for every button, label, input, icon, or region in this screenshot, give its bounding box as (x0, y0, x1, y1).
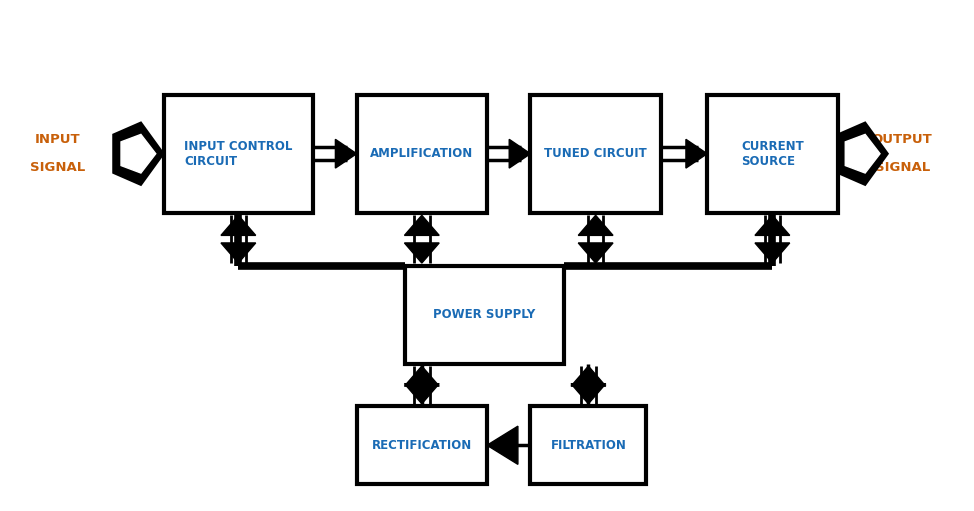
Polygon shape (686, 140, 707, 168)
Bar (405, 266, 564, 363)
Bar (531, 406, 647, 484)
Polygon shape (838, 123, 887, 185)
Polygon shape (404, 384, 439, 404)
Polygon shape (487, 426, 518, 464)
Polygon shape (113, 123, 164, 185)
Bar (356, 406, 487, 484)
Bar (164, 95, 314, 213)
Polygon shape (404, 215, 439, 236)
Polygon shape (755, 243, 790, 263)
Polygon shape (404, 243, 439, 263)
Text: INPUT: INPUT (34, 133, 80, 146)
Bar (707, 95, 838, 213)
Text: OUTPUT: OUTPUT (872, 133, 933, 146)
Bar (356, 95, 487, 213)
Polygon shape (579, 243, 613, 263)
Polygon shape (845, 134, 880, 173)
Text: SIGNAL: SIGNAL (29, 161, 85, 174)
Polygon shape (404, 366, 439, 386)
Polygon shape (571, 384, 606, 404)
Text: INPUT CONTROL
CIRCUIT: INPUT CONTROL CIRCUIT (184, 140, 292, 168)
Text: FILTRATION: FILTRATION (550, 439, 626, 452)
Polygon shape (221, 243, 256, 263)
Text: TUNED CIRCUIT: TUNED CIRCUIT (544, 147, 647, 160)
Text: AMPLIFICATION: AMPLIFICATION (370, 147, 473, 160)
Polygon shape (221, 215, 256, 236)
Polygon shape (335, 140, 356, 168)
Polygon shape (509, 140, 531, 168)
Text: POWER SUPPLY: POWER SUPPLY (433, 308, 536, 321)
Polygon shape (571, 366, 606, 386)
Polygon shape (579, 215, 613, 236)
Polygon shape (121, 134, 156, 173)
Text: CURRENT
SOURCE: CURRENT SOURCE (741, 140, 804, 168)
Text: RECTIFICATION: RECTIFICATION (372, 439, 472, 452)
Text: SIGNAL: SIGNAL (875, 161, 930, 174)
Polygon shape (755, 215, 790, 236)
Bar (531, 95, 660, 213)
